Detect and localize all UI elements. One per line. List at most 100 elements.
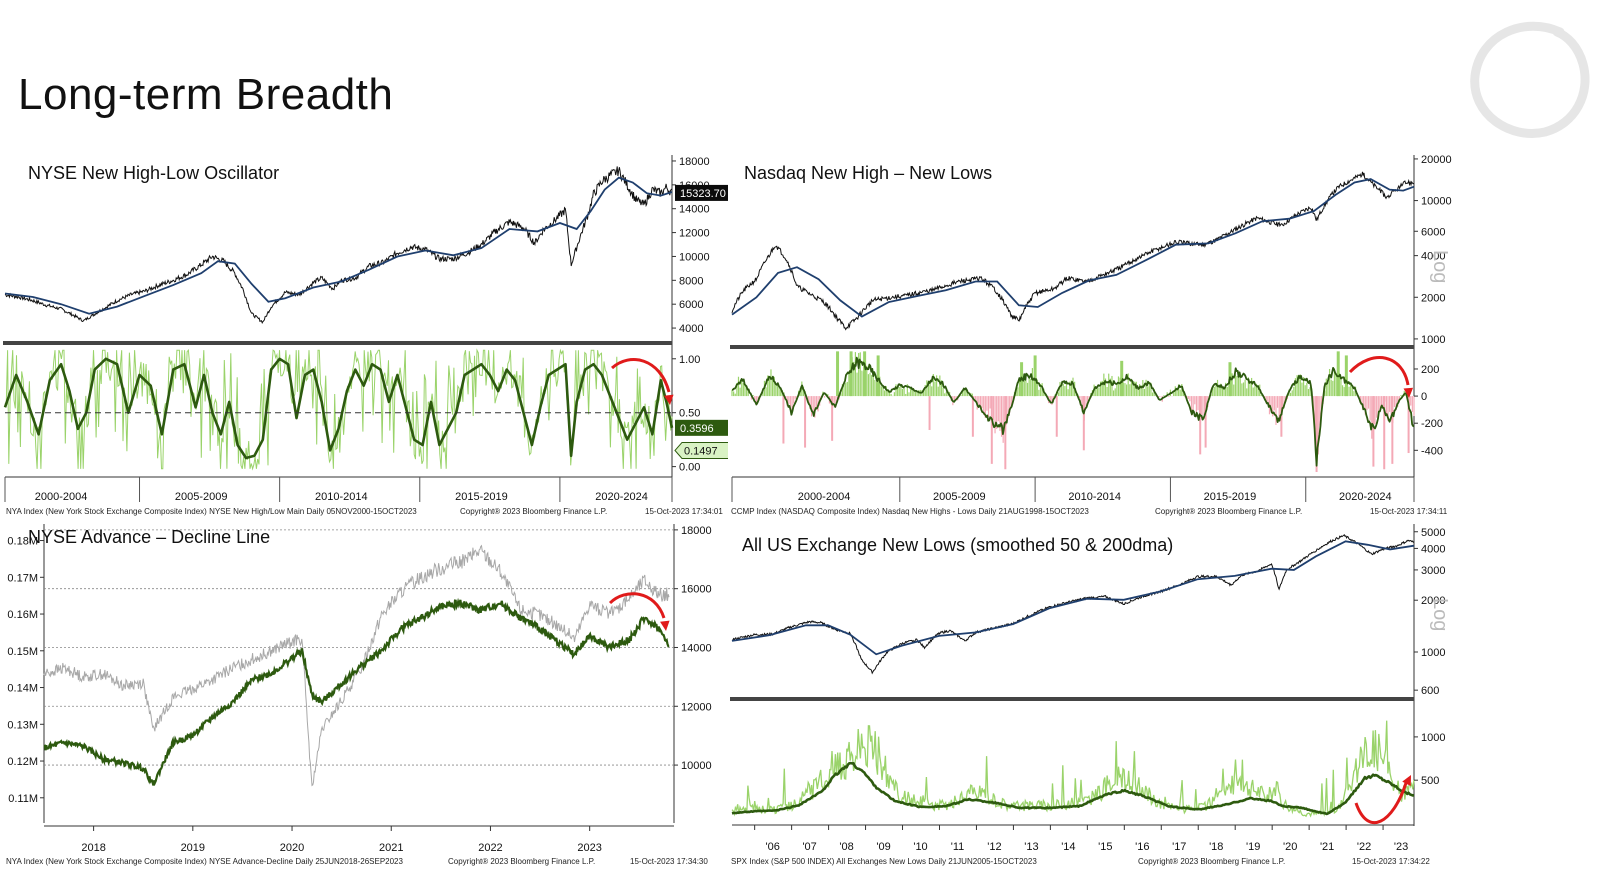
annotation-arrow-head: [660, 620, 670, 631]
x-tick-label: '14: [1061, 841, 1075, 853]
y-tick-label: 4000: [679, 323, 703, 335]
panel-nyse-advance-decline: 0.18M 0.17M 0.16M 0.15M 0.14M 0.13M 0.12M 0.11M…: [0, 518, 735, 863]
y-tick-label: 1000: [1421, 334, 1445, 346]
y-tick-label: 10000: [1421, 196, 1452, 208]
y-tick-label: 18000: [679, 156, 710, 168]
series-moving-average: [4, 176, 673, 315]
x-tick-label: '12: [987, 841, 1001, 853]
y-tick-label: 200: [1421, 364, 1439, 376]
series-oscillator-smoothed: [3, 357, 674, 460]
x-tick-label: '11: [951, 841, 965, 853]
series-nya-index: [43, 544, 670, 787]
panel-divider: [3, 341, 672, 345]
x-tick-label: '23: [1394, 841, 1408, 853]
series-net-highs-lows: [731, 356, 1415, 467]
x-tick-label: '10: [913, 841, 927, 853]
series-new-lows-50dma: [731, 720, 1415, 818]
y-tick-label: 0.14M: [7, 683, 38, 695]
last-value-label-box: [675, 419, 729, 436]
x-tick-label: '06: [765, 841, 779, 853]
series-moving-average: [731, 178, 1415, 318]
y-tick-label: 4000: [1421, 543, 1445, 555]
footer-copyright: Copyright® 2023 Bloomberg Finance L.P.: [448, 857, 596, 866]
chart-title: Nasdaq New High – New Lows: [744, 163, 993, 183]
annotation-arrow: [608, 592, 666, 619]
x-tick-label: '18: [1209, 841, 1223, 853]
y-tick-label: 0.12M: [7, 756, 38, 768]
x-tick-label: 2022: [478, 842, 502, 854]
chart-nasdaq-high-low: 20000100006000400020001000Log2000-200-40…: [728, 150, 1468, 520]
series-nya-index: [4, 166, 673, 324]
footer-source: NYA Index (New York Stock Exchange Compo…: [6, 507, 417, 516]
x-tick-label: 2010-2014: [315, 491, 368, 503]
plot-background: [728, 150, 1468, 520]
x-tick-label: 2023: [577, 842, 601, 854]
x-tick-label: '19: [1246, 841, 1260, 853]
plot-background: [728, 518, 1468, 863]
series-advance-decline: [43, 597, 670, 787]
y-tick-label: 1000: [1421, 647, 1445, 659]
chart-title: All US Exchange New Lows (smoothed 50 & …: [742, 535, 1174, 555]
footer-source: CCMP Index (NASDAQ Composite Index) Nasd…: [731, 507, 1089, 516]
y-tick-label: 2000: [1421, 292, 1445, 304]
chart-title: NYSE New High-Low Oscillator: [28, 163, 280, 183]
plot-background: [0, 150, 735, 520]
footer-timestamp: 15-Oct-2023 17:34:30: [630, 857, 708, 866]
x-tick-label: 2020: [280, 842, 304, 854]
last-value-label: 15323.70: [680, 188, 726, 200]
y-tick-label: 14000: [679, 204, 710, 216]
y-tick-label: 1000: [1421, 732, 1445, 744]
last-value-label-box: [675, 184, 731, 201]
y-tick-label: 6000: [679, 299, 703, 311]
footer-timestamp: 15-Oct-2023 17:34:01: [645, 507, 723, 516]
annotation-arrow: [1348, 356, 1410, 386]
y-tick-label: 12000: [679, 228, 710, 240]
x-tick-label: 2015-2019: [1204, 491, 1257, 503]
footer-copyright: Copyright® 2023 Bloomberg Finance L.P.: [460, 507, 608, 516]
y-tick-label: 0.16M: [7, 609, 38, 621]
last-value-label: 0.3596: [680, 423, 714, 435]
chart-nyse-advance-decline: 0.18M 0.17M 0.16M 0.15M 0.14M 0.13M 0.12M 0.11M…: [0, 518, 735, 863]
annotation-arrow-head: [664, 394, 674, 405]
y-tick-label: 1.00: [679, 354, 700, 366]
x-tick-label: '08: [839, 841, 853, 853]
footer-timestamp: 15-Oct-2023 17:34:11: [1370, 507, 1448, 516]
y-tick-label: 0.15M: [7, 646, 38, 658]
footer-timestamp: 15-Oct-2023 17:34:22: [1352, 857, 1430, 866]
annotation-arrow-head: [1403, 387, 1414, 398]
y-tick-label: -200: [1421, 418, 1443, 430]
y-tick-label: 3000: [1421, 565, 1445, 577]
footer-copyright: Copyright® 2023 Bloomberg Finance L.P.: [1138, 857, 1286, 866]
y-tick-label: 0.17M: [7, 572, 38, 584]
enso-circle-logo: [1470, 21, 1590, 138]
x-tick-label: '20: [1283, 841, 1297, 853]
y-tick-label: 5000: [1421, 527, 1445, 539]
x-tick-label: '07: [802, 841, 816, 853]
x-tick-label: 2000-2004: [35, 491, 88, 503]
x-tick-label: 2019: [181, 842, 205, 854]
x-tick-label: '09: [876, 841, 890, 853]
chart-nyse-high-low: 1800016000140001200010000800060004000153…: [0, 150, 735, 520]
x-tick-label: '15: [1098, 841, 1112, 853]
y-tick-label: 0: [1421, 391, 1427, 403]
x-tick-label: '22: [1357, 841, 1371, 853]
x-tick-label: 2020-2024: [595, 491, 648, 503]
last-value-label: 0.1497: [684, 445, 718, 457]
chart-title: NYSE Advance – Decline Line: [28, 527, 271, 547]
x-tick-label: '17: [1172, 841, 1186, 853]
y-tick-label: 14000: [681, 642, 712, 654]
log-scale-note: Log: [1429, 598, 1451, 631]
y-tick-label: 4000: [1421, 251, 1445, 263]
annotation-arrow: [611, 358, 671, 393]
panel-divider: [730, 345, 1414, 349]
panel-nyse-high-low: 1800016000140001200010000800060004000153…: [0, 150, 735, 520]
y-tick-label: 0.18M: [7, 536, 38, 548]
x-tick-label: 2021: [379, 842, 403, 854]
plot-background: [0, 518, 735, 863]
y-tick-label: 20000: [1421, 154, 1452, 166]
series-200dma: [731, 540, 1415, 656]
y-tick-label: 10000: [681, 760, 712, 772]
x-tick-label: 2020-2024: [1339, 491, 1392, 503]
y-tick-label: 10000: [679, 251, 710, 263]
x-tick-label: 2015-2019: [455, 491, 508, 503]
